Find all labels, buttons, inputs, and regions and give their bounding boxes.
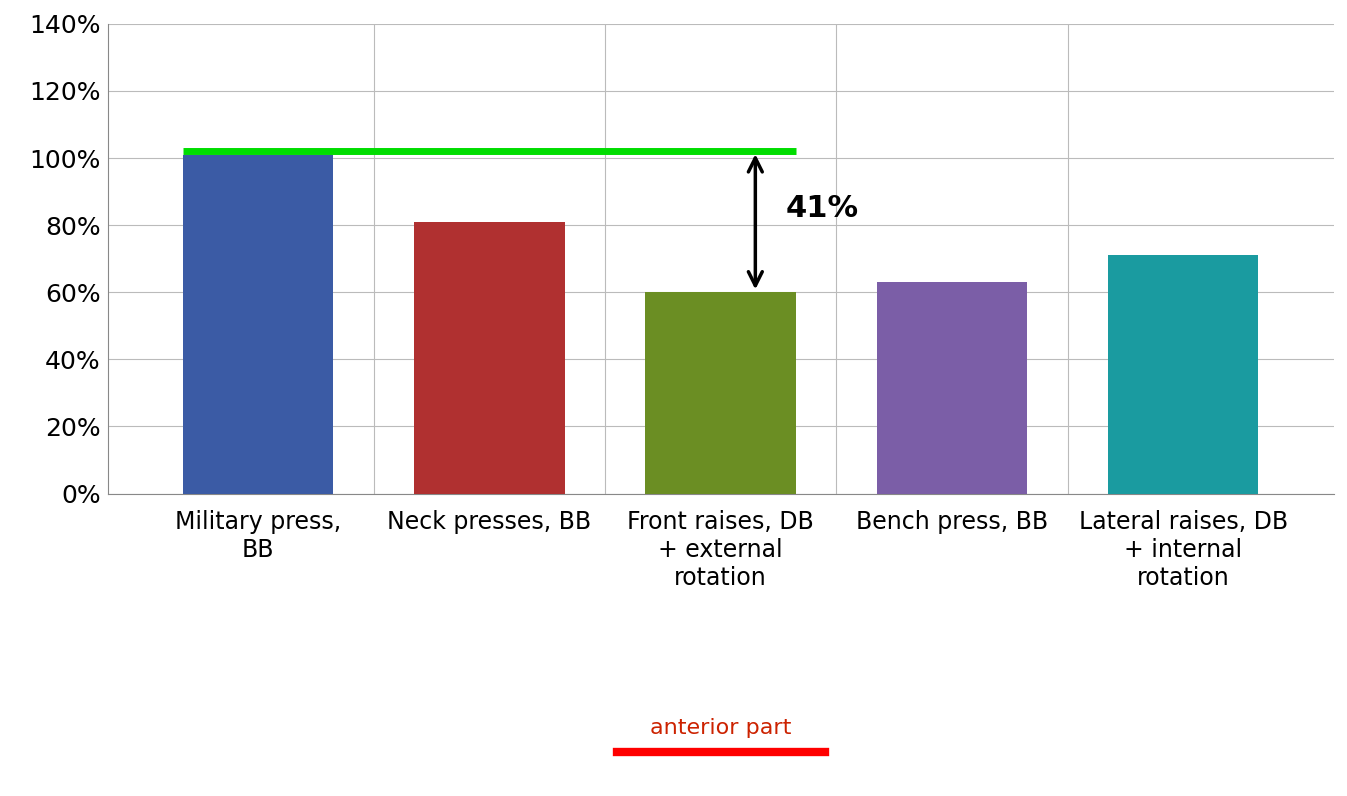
Text: 41%: 41% (785, 194, 858, 223)
Bar (415, 222, 564, 494)
Bar (645, 292, 796, 494)
Bar (1109, 256, 1258, 494)
Text: anterior part: anterior part (651, 718, 791, 739)
Bar (183, 154, 333, 494)
Bar (877, 283, 1026, 494)
